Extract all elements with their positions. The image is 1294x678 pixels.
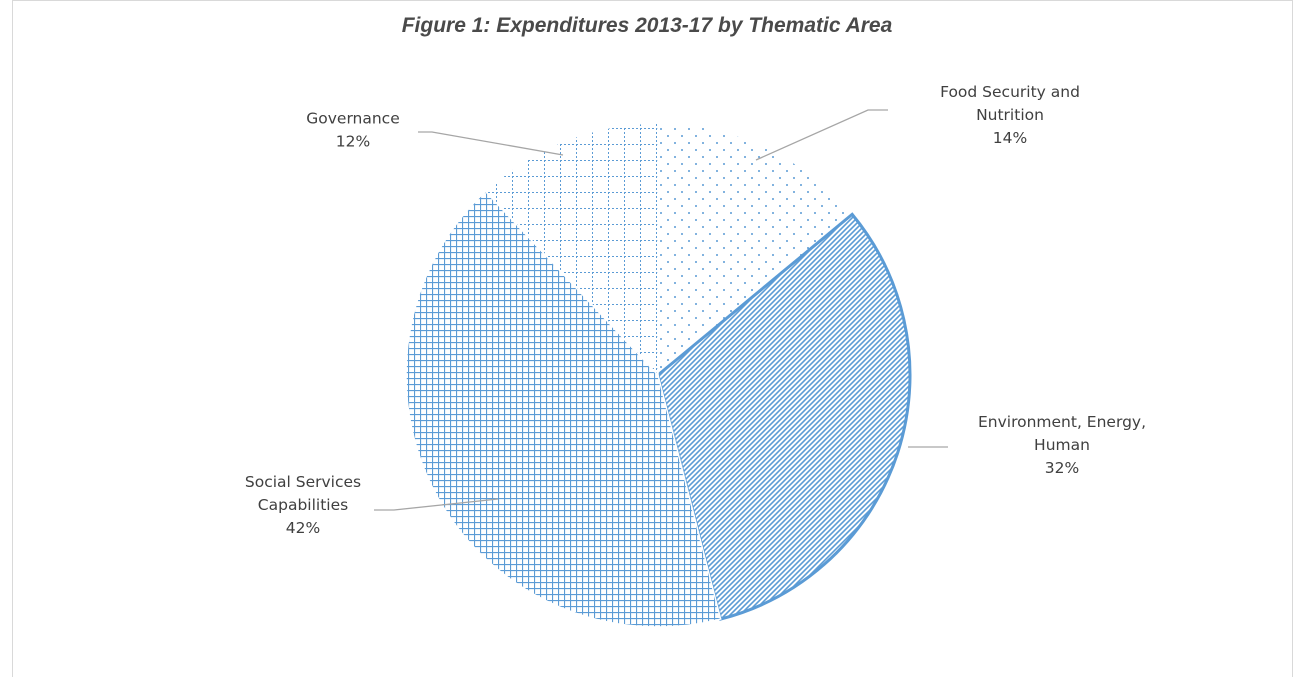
- slice-category-label: Governance: [306, 110, 400, 128]
- pie-slice-social-services-capabilities: [405, 190, 722, 628]
- slice-value-label: 12%: [336, 133, 370, 151]
- slice-category-label: Environment, Energy,: [978, 413, 1146, 431]
- slice-category-label: Nutrition: [976, 106, 1044, 124]
- slice-category-label: Social Services: [245, 473, 361, 491]
- chart-frame: [12, 0, 1293, 677]
- pie-slice-environment-energy-human: [656, 212, 912, 621]
- slice-value-label: 14%: [993, 129, 1027, 147]
- pie-slice-food-security-and-nutrition: [657, 122, 854, 377]
- slice-category-label: Human: [1034, 436, 1090, 454]
- leader-line: [374, 498, 499, 511]
- leader-line: [418, 131, 564, 156]
- chart-title: Figure 1: Expenditures 2013-17 by Themat…: [401, 14, 893, 37]
- slice-category-label: Food Security and: [940, 83, 1080, 101]
- slice-value-label: 32%: [1045, 459, 1079, 477]
- leader-line: [755, 109, 888, 161]
- slice-value-label: 42%: [286, 519, 320, 537]
- slice-category-label: Capabilities: [258, 496, 348, 514]
- pie-slice-governance: [484, 122, 659, 377]
